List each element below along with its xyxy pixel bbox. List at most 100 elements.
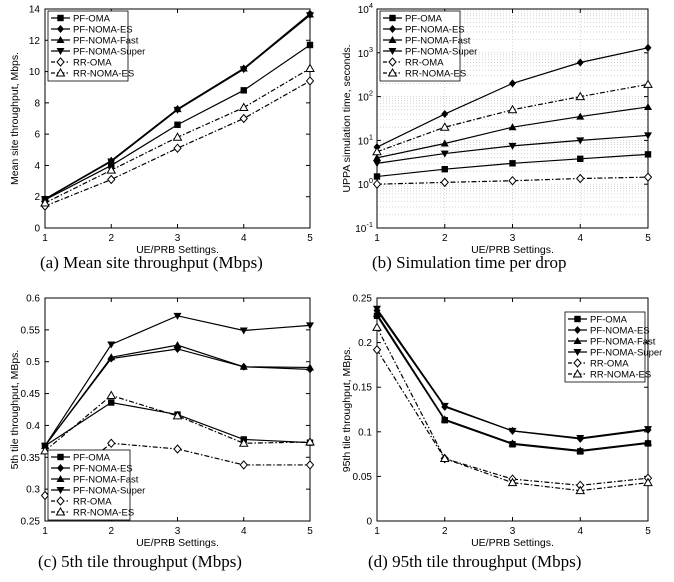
- x-tick-label: 2: [108, 526, 114, 537]
- legend-marker: [57, 25, 64, 33]
- data-point: [306, 322, 314, 330]
- data-point: [440, 139, 449, 147]
- x-axis-label: UE/PRB Settings.: [136, 537, 219, 549]
- data-point: [40, 197, 50, 207]
- legend-marker: [56, 48, 65, 55]
- y-tick-label: 0.3: [26, 485, 40, 496]
- y-axis-label: 5th tile throughput, MBps.: [9, 350, 21, 470]
- data-point: [507, 477, 518, 487]
- legend-entry: RR-OMA: [405, 57, 444, 68]
- legend: PF-OMAPF-NOMA-ESPF-NOMA-FastPF-NOMA-Supe…: [47, 449, 145, 521]
- legend-marker: [388, 36, 397, 43]
- series-pf-noma-fast: [373, 102, 652, 161]
- legend-entry: RR-NOMA-ES: [73, 68, 134, 79]
- y-tick-label: 12: [29, 36, 41, 47]
- x-tick-label: 5: [307, 526, 313, 537]
- legend-entry: RR-NOMA-ES: [73, 507, 134, 518]
- data-point: [173, 143, 182, 153]
- data-point: [509, 160, 516, 167]
- data-point: [238, 438, 249, 447]
- data-point: [576, 58, 584, 67]
- y-tick-label: 2: [34, 192, 40, 203]
- y-tick-label: 101: [358, 132, 373, 147]
- data-point: [576, 112, 585, 120]
- y-tick-label: 8: [34, 98, 40, 109]
- legend-marker: [56, 57, 65, 67]
- x-tick-label: 2: [442, 233, 448, 244]
- y-axis-label: UPPA simulation time, seconds.: [341, 44, 353, 192]
- legend-entry: PF-NOMA-Fast: [405, 35, 471, 46]
- x-tick-label: 1: [374, 233, 380, 244]
- legend: PF-OMAPF-NOMA-ESPF-NOMA-FastPF-NOMA-Supe…: [564, 311, 662, 383]
- data-point: [305, 76, 315, 86]
- legend-marker: [387, 67, 398, 77]
- data-point: [643, 477, 653, 487]
- x-tick-label: 4: [577, 233, 583, 244]
- y-tick-label: 6: [34, 130, 40, 141]
- legend-entry: PF-NOMA-ES: [73, 24, 133, 35]
- data-point: [507, 104, 518, 114]
- data-point: [239, 327, 248, 335]
- series-pf-noma-super: [41, 312, 314, 450]
- y-tick-exponent: 3: [369, 45, 373, 54]
- panel-caption: (d) 95th tile throughput (Mbps): [368, 552, 581, 571]
- series-line: [44, 348, 311, 447]
- y-tick-exponent: 4: [369, 1, 373, 10]
- data-point: [107, 174, 116, 185]
- legend-entry: PF-NOMA-Super: [405, 46, 477, 57]
- data-point: [107, 158, 116, 166]
- y-tick-label: 0.35: [21, 453, 41, 464]
- legend-marker: [573, 358, 582, 368]
- data-point: [239, 113, 248, 124]
- y-tick-label: 0.25: [353, 294, 373, 305]
- data-point: [508, 427, 517, 435]
- data-point: [508, 439, 517, 447]
- x-tick-label: 1: [42, 526, 48, 537]
- x-tick-label: 3: [510, 526, 516, 537]
- legend-entry: PF-NOMA-Fast: [590, 336, 656, 347]
- data-point: [509, 79, 516, 88]
- data-point: [373, 173, 381, 180]
- series-rr-noma-es: [372, 322, 653, 495]
- data-point: [575, 485, 586, 495]
- data-point: [439, 453, 450, 463]
- data-point: [575, 91, 586, 101]
- chart-panel-3: 1 2 3 4 5 0.25 0.3 0.35 0.4 0.45 0.5 0.55 0.6 UE/PRB …: [9, 294, 315, 571]
- legend-entry: PF-OMA: [73, 13, 111, 24]
- legend-entry: PF-NOMA-ES: [405, 24, 465, 35]
- y-tick-label: 103: [358, 45, 373, 60]
- data-point: [373, 160, 381, 168]
- data-point: [305, 436, 315, 446]
- series-rr-noma-es: [40, 390, 315, 455]
- series-line: [44, 344, 311, 447]
- y-tick-exponent: 2: [369, 89, 373, 98]
- legend-entry: PF-OMA: [73, 452, 111, 463]
- y-tick-label: 0.25: [21, 517, 41, 528]
- legend-marker: [56, 496, 65, 506]
- x-tick-label: 1: [42, 233, 48, 244]
- y-tick-base: 10: [358, 49, 370, 60]
- series-line: [44, 394, 311, 452]
- data-point: [305, 460, 315, 470]
- data-point: [172, 132, 183, 141]
- data-point: [372, 344, 382, 355]
- data-point: [173, 444, 182, 454]
- x-tick-label: 3: [175, 233, 181, 244]
- x-tick-label: 2: [442, 526, 448, 537]
- legend-entry: RR-NOMA-ES: [590, 369, 651, 380]
- y-tick-label: 0.5: [26, 357, 40, 368]
- data-point: [441, 110, 449, 119]
- series-line: [376, 349, 649, 486]
- x-axis-label: UE/PRB Settings.: [471, 244, 554, 256]
- data-point: [306, 12, 314, 20]
- series-line: [376, 83, 649, 153]
- y-tick-label: 100: [358, 176, 373, 191]
- y-tick-label: 0.45: [21, 389, 41, 400]
- y-tick-label: 4: [34, 161, 40, 172]
- panel-caption: (a) Mean site throughput (Mbps): [40, 253, 263, 272]
- series-pf-noma-super: [373, 132, 652, 168]
- data-point: [508, 123, 517, 131]
- data-point: [373, 305, 381, 313]
